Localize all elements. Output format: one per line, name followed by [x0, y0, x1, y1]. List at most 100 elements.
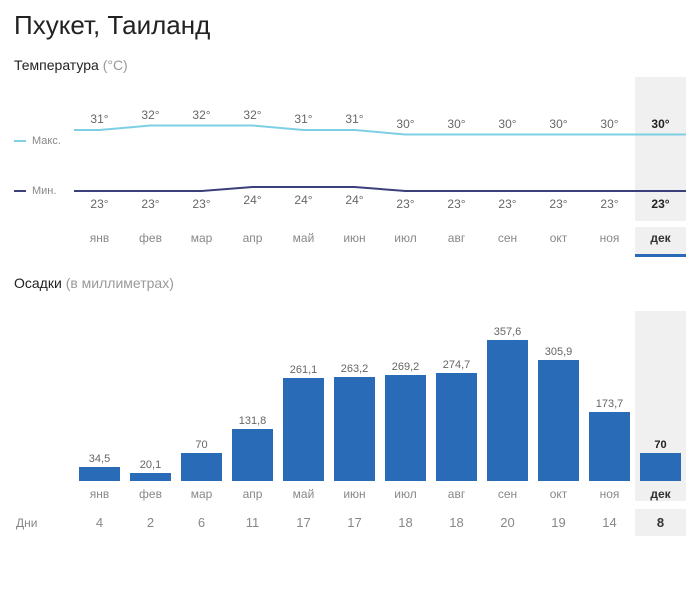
temperature-month[interactable]: янв: [74, 227, 125, 257]
temp-max-value: 31°: [294, 112, 312, 126]
temp-max-value: 30°: [549, 117, 567, 131]
temp-max-value: 30°: [600, 117, 618, 131]
precip-month[interactable]: ноя: [584, 481, 635, 501]
temperature-month[interactable]: июн: [329, 227, 380, 257]
legend-min-swatch: [14, 190, 26, 192]
legend-min-label: Мин.: [32, 185, 56, 197]
temperature-unit: (°C): [103, 57, 128, 73]
day-value: 18: [431, 509, 482, 536]
temp-max-value: 30°: [396, 117, 414, 131]
temperature-month[interactable]: июл: [380, 227, 431, 257]
precip-bar: [181, 453, 222, 481]
precip-month[interactable]: окт: [533, 481, 584, 501]
temp-max-value: 31°: [345, 112, 363, 126]
precip-column: 70: [635, 311, 686, 481]
precip-value-label: 261,1: [290, 364, 318, 376]
precip-column: 70: [176, 311, 227, 481]
precip-column: 263,2: [329, 311, 380, 481]
temp-min-value: 23°: [600, 197, 618, 211]
precip-column: 131,8: [227, 311, 278, 481]
precip-month[interactable]: авг: [431, 481, 482, 501]
precip-bar: [640, 453, 681, 481]
temp-min-value: 23°: [651, 197, 669, 211]
precip-bar: [487, 340, 528, 481]
temp-min-value: 23°: [141, 197, 159, 211]
temp-min-value: 23°: [396, 197, 414, 211]
temperature-month[interactable]: окт: [533, 227, 584, 257]
temp-max-value: 30°: [651, 117, 669, 131]
day-value: 6: [176, 509, 227, 536]
precip-value-label: 274,7: [443, 359, 471, 371]
precip-month[interactable]: май: [278, 481, 329, 501]
precip-section-label: Осадки (в миллиметрах): [14, 275, 686, 291]
precip-value-label: 173,7: [596, 398, 624, 410]
temperature-min-line: [74, 77, 686, 221]
precip-value-label: 20,1: [140, 459, 161, 471]
day-value: 19: [533, 509, 584, 536]
temperature-month[interactable]: фев: [125, 227, 176, 257]
precip-month[interactable]: дек: [635, 481, 686, 501]
temperature-month[interactable]: апр: [227, 227, 278, 257]
temp-min-value: 23°: [498, 197, 516, 211]
temp-min-value: 23°: [549, 197, 567, 211]
precip-value-label: 263,2: [341, 363, 369, 375]
precip-value-label: 269,2: [392, 361, 420, 373]
precip-column: 274,7: [431, 311, 482, 481]
precip-value-label: 357,6: [494, 326, 522, 338]
precip-chart: 34,5 20,1 70 131,8 261,1 263,2 269,2 274,7 357,6…: [74, 311, 686, 481]
precip-column: 261,1: [278, 311, 329, 481]
precip-month[interactable]: фев: [125, 481, 176, 501]
temp-min-value: 23°: [192, 197, 210, 211]
temp-min-value: 24°: [345, 193, 363, 207]
precip-bar: [538, 360, 579, 481]
temp-max-value: 32°: [243, 108, 261, 122]
precip-month[interactable]: мар: [176, 481, 227, 501]
temperature-month[interactable]: сен: [482, 227, 533, 257]
precip-month[interactable]: апр: [227, 481, 278, 501]
day-value: 4: [74, 509, 125, 536]
temp-min-value: 24°: [243, 193, 261, 207]
precip-month[interactable]: янв: [74, 481, 125, 501]
temperature-month-row: янвфевмарапрмайиюниюлавгсеноктноядек: [74, 227, 686, 257]
precip-month[interactable]: июл: [380, 481, 431, 501]
temp-max-value: 30°: [447, 117, 465, 131]
precip-label-text: Осадки: [14, 275, 62, 291]
temp-max-value: 30°: [498, 117, 516, 131]
precip-value-label: 34,5: [89, 453, 110, 465]
days-row: Дни 42611171718182019148: [14, 509, 686, 536]
temperature-month[interactable]: ноя: [584, 227, 635, 257]
precip-bar: [334, 377, 375, 481]
day-value: 14: [584, 509, 635, 536]
day-value: 17: [329, 509, 380, 536]
precip-bar: [283, 378, 324, 481]
day-value: 20: [482, 509, 533, 536]
precip-bar: [589, 412, 630, 481]
temperature-month[interactable]: дек: [635, 227, 686, 257]
legend-max-swatch: [14, 140, 26, 142]
precip-value-label: 305,9: [545, 346, 573, 358]
legend-max: Макс.: [14, 135, 61, 147]
day-value: 17: [278, 509, 329, 536]
temp-max-value: 32°: [192, 108, 210, 122]
days-cells: 42611171718182019148: [74, 509, 686, 536]
precip-bar: [436, 373, 477, 481]
days-label: Дни: [14, 516, 74, 530]
day-value: 18: [380, 509, 431, 536]
temp-max-value: 32°: [141, 108, 159, 122]
precip-column: 357,6: [482, 311, 533, 481]
precip-month[interactable]: сен: [482, 481, 533, 501]
temperature-month[interactable]: авг: [431, 227, 482, 257]
legend-max-label: Макс.: [32, 135, 61, 147]
precip-bar: [385, 375, 426, 481]
precip-column: 34,5: [74, 311, 125, 481]
temperature-month[interactable]: май: [278, 227, 329, 257]
temperature-month[interactable]: мар: [176, 227, 227, 257]
precip-value-label: 131,8: [239, 415, 267, 427]
precip-month[interactable]: июн: [329, 481, 380, 501]
precip-column: 173,7: [584, 311, 635, 481]
legend-min: Мин.: [14, 185, 56, 197]
precip-bar: [79, 467, 120, 481]
precip-bar: [232, 429, 273, 481]
temperature-section-label: Температура (°C): [14, 57, 686, 73]
temperature-plot: 31°32°32°32°31°31°30°30°30°30°30°30°23°2…: [74, 77, 686, 221]
